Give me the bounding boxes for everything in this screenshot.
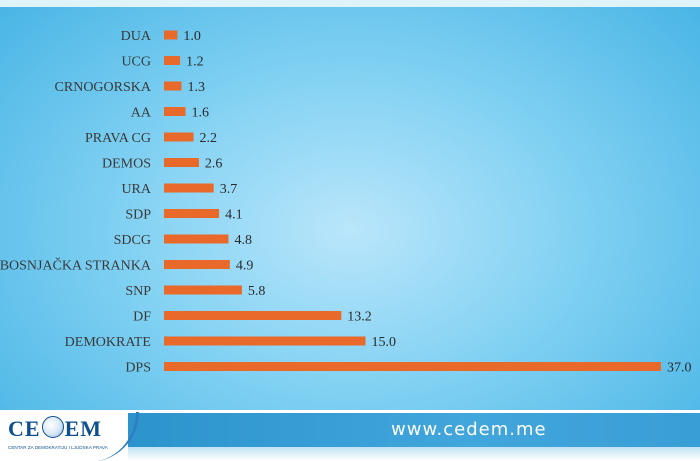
category-label: AA [131, 106, 152, 121]
logo-text-left: CE [8, 416, 41, 441]
bar [164, 234, 229, 244]
bar [164, 311, 342, 320]
value-label: 4.8 [234, 233, 252, 248]
footer-band: www.cedem.me 14 [128, 413, 700, 447]
top-strip [0, 0, 700, 7]
category-label: DEMOKRATE [65, 335, 151, 350]
value-label: 2.6 [205, 157, 223, 172]
category-label: DEMOS [102, 157, 151, 172]
category-label: CRNOGORSKA [55, 80, 152, 95]
bar [164, 209, 220, 218]
value-label: 5.8 [248, 284, 266, 299]
bar-chart: DUA UCG CRNOGORSKA AA PRAVA CG DEMOS URA SDP SDC… [0, 29, 692, 376]
bar [164, 132, 194, 142]
value-labels: 1.0 1.2 1.3 1.6 2.2 2.6 3.7 4.1 4.8 4.9 5.8 13.2 15.… [183, 29, 691, 376]
bar [164, 336, 366, 346]
bar [164, 260, 230, 269]
logo-wordmark: CE EM [8, 416, 102, 442]
bar [164, 30, 178, 40]
logo-subtitle: CENTAR ZA DEMOKRATIJU I LJUDSKA PRAVA [8, 445, 108, 450]
value-label: 1.2 [186, 55, 204, 70]
bars [164, 30, 661, 371]
value-label: 1.3 [187, 80, 205, 95]
bar [164, 81, 182, 91]
category-label: DF [133, 310, 151, 325]
bar [164, 107, 186, 116]
logo-circle-icon [41, 416, 64, 438]
category-label: DUA [121, 29, 152, 44]
bar [164, 285, 242, 295]
category-label: UCG [121, 55, 151, 70]
category-label: SNP [125, 284, 151, 299]
bar [164, 158, 199, 167]
value-label: 1.0 [183, 29, 201, 44]
logo-text-right: EM [64, 416, 103, 441]
cedem-logo: CE EM CENTAR ZA DEMOKRATIJU I LJUDSKA PRA… [2, 412, 139, 461]
footer-shadow [128, 447, 700, 461]
value-label: 3.7 [220, 182, 238, 197]
bar [164, 183, 214, 193]
category-label: DPS [125, 361, 151, 376]
value-label: 15.0 [371, 335, 396, 350]
category-label: PRAVA CG [85, 131, 151, 146]
site-url-link[interactable]: www.cedem.me [391, 419, 547, 440]
category-labels: DUA UCG CRNOGORSKA AA PRAVA CG DEMOS URA SDP SDC… [0, 29, 152, 376]
category-label: BOSNJAČKA STRANKA [0, 257, 152, 274]
value-label: 2.2 [200, 131, 218, 146]
category-label: SDCG [114, 233, 151, 248]
value-label: 13.2 [347, 310, 372, 325]
bar [164, 56, 181, 65]
value-label: 4.1 [225, 208, 243, 223]
category-label: SDP [125, 208, 151, 223]
category-label: URA [121, 182, 151, 197]
value-label: 4.9 [236, 259, 254, 274]
value-label: 37.0 [667, 361, 692, 376]
value-label: 1.6 [191, 106, 209, 121]
bar [164, 362, 661, 371]
footer: www.cedem.me 14 CE EM CENTAR ZA DEMOKRATI… [0, 410, 700, 461]
